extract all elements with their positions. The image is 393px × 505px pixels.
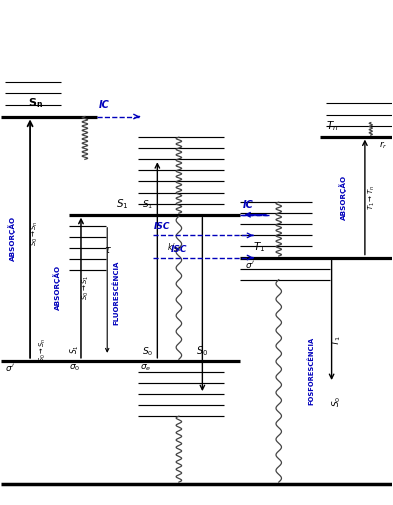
Text: $T_1$: $T_1$	[331, 335, 343, 346]
Text: $T_1 \rightarrow T_n$: $T_1 \rightarrow T_n$	[367, 184, 377, 210]
Text: $T_n$: $T_n$	[326, 119, 338, 133]
Text: $S_1$: $S_1$	[68, 344, 81, 355]
Text: $S_0$: $S_0$	[196, 344, 209, 358]
Text: $S_0 \rightarrow S_n$: $S_0 \rightarrow S_n$	[38, 337, 48, 362]
Text: $S_0$: $S_0$	[331, 395, 343, 407]
Text: IC: IC	[242, 199, 253, 210]
Text: ABSORÇÃO: ABSORÇÃO	[8, 216, 16, 261]
Text: $T_1$: $T_1$	[253, 240, 266, 254]
Text: $S_1$: $S_1$	[141, 198, 153, 211]
Text: $\sigma_e$: $\sigma_e$	[140, 362, 151, 373]
Text: ABSORÇÃO: ABSORÇÃO	[53, 265, 61, 310]
Text: $S_0$: $S_0$	[141, 346, 153, 358]
Text: $S_1$: $S_1$	[116, 197, 129, 211]
Text: $\tau$: $\tau$	[105, 245, 112, 255]
Text: ABSORÇÃO: ABSORÇÃO	[340, 175, 347, 220]
Text: $\sigma'$: $\sigma'$	[5, 362, 15, 373]
Text: FLUORESCÊNCIA: FLUORESCÊNCIA	[113, 261, 119, 325]
Text: $\mathbf{S_n}$: $\mathbf{S_n}$	[28, 96, 43, 111]
Text: ISC: ISC	[171, 245, 187, 254]
Text: $\sigma'$: $\sigma'$	[245, 259, 254, 270]
Text: IC: IC	[99, 100, 109, 111]
Text: $S_0 \rightarrow S_n$: $S_0 \rightarrow S_n$	[30, 221, 40, 246]
Text: FOSFORESCÊNCIA: FOSFORESCÊNCIA	[308, 337, 314, 405]
Text: ISC: ISC	[153, 222, 170, 231]
Text: $S_0 \rightarrow S_1$: $S_0 \rightarrow S_1$	[81, 275, 91, 300]
Text: $k'_{ST}$: $k'_{ST}$	[167, 242, 183, 254]
Text: $r_r$: $r_r$	[378, 139, 387, 150]
Text: $\sigma_0$: $\sigma_0$	[69, 362, 81, 373]
